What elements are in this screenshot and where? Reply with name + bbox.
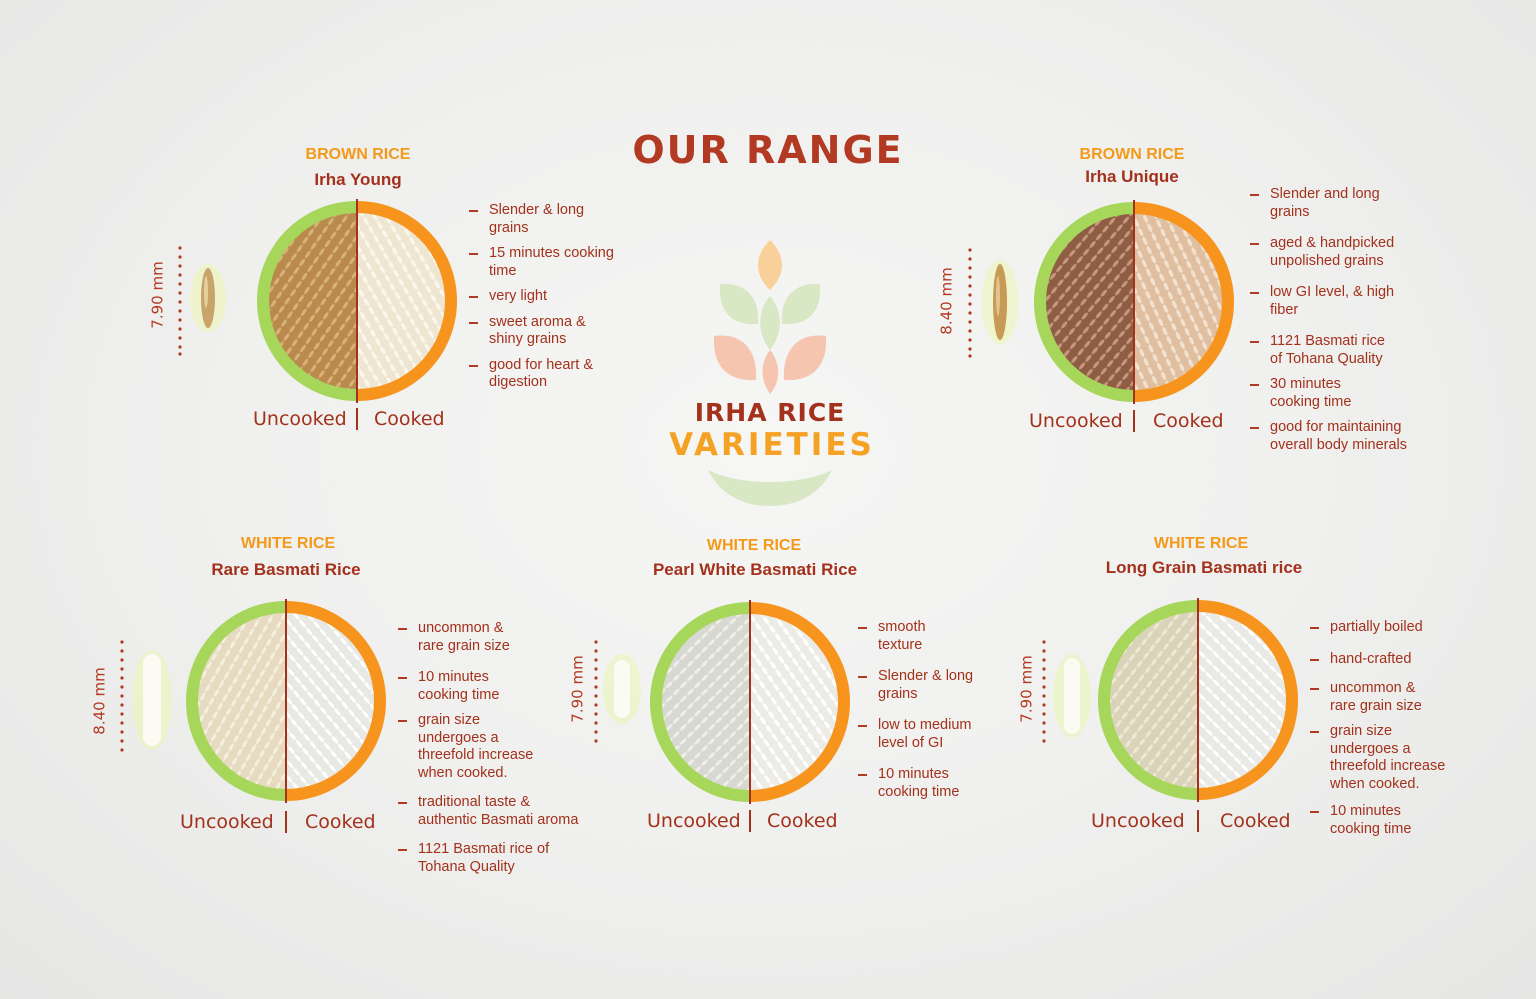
brand-line-1: IRHA RICE xyxy=(694,398,846,427)
uncooked-label: Uncooked xyxy=(180,811,274,833)
product-category: WHITE RICE xyxy=(1153,535,1249,552)
rice-grain-icon xyxy=(1053,654,1091,738)
length-dots-icon xyxy=(178,246,182,356)
cooked-label: Cooked xyxy=(374,408,445,430)
rice-comparison-dial xyxy=(1098,598,1298,802)
product-name: Irha Young xyxy=(314,170,402,189)
product-name: Irha Unique xyxy=(1085,167,1179,186)
feature-item: Slender & long grains xyxy=(858,668,978,703)
feature-item: 30 minutes cooking time xyxy=(1250,376,1390,411)
feature-list: smooth texture Slender & long grains low… xyxy=(858,619,998,809)
wheat-logo-icon xyxy=(708,240,832,506)
rice-comparison-dial xyxy=(650,600,850,804)
uncooked-label: Uncooked xyxy=(647,810,741,832)
feature-item: grain size undergoes a threefold increas… xyxy=(1310,723,1450,793)
cooked-label: Cooked xyxy=(767,810,838,832)
rice-grain-icon xyxy=(982,260,1018,344)
feature-item: 10 minutes cooking time xyxy=(858,766,988,801)
label-divider xyxy=(749,810,751,832)
cooked-label: Cooked xyxy=(1153,410,1224,432)
feature-item: low GI level, & high fiber xyxy=(1250,284,1410,319)
feature-item: 10 minutes cooking time xyxy=(1310,803,1440,838)
uncooked-label: Uncooked xyxy=(253,408,347,430)
rice-comparison-dial xyxy=(257,199,457,403)
length-dots-icon xyxy=(120,640,124,752)
product-category: BROWN RICE xyxy=(305,146,411,163)
feature-item: Slender & long grains xyxy=(469,202,619,237)
feature-item: uncommon & rare grain size xyxy=(398,620,533,655)
feature-list: Slender and long grains aged & handpicke… xyxy=(1250,186,1430,462)
cooked-label: Cooked xyxy=(1220,810,1291,832)
feature-item: low to medium level of GI xyxy=(858,717,1003,752)
label-divider xyxy=(356,408,358,430)
length-dots-icon xyxy=(1042,640,1046,743)
feature-item: smooth texture xyxy=(858,619,958,654)
brand-line-2: VARIETIES xyxy=(669,427,875,463)
uncooked-label: Uncooked xyxy=(1091,810,1185,832)
feature-item: 1121 Basmati rice of Tohana Quality xyxy=(1250,333,1395,368)
feature-item: good for heart & digestion xyxy=(469,357,619,392)
grain-length: 8.40 mm xyxy=(90,667,109,735)
cooked-label: Cooked xyxy=(305,811,376,833)
rice-grain-icon xyxy=(190,264,226,332)
uncooked-label: Uncooked xyxy=(1029,410,1123,432)
product-name: Rare Basmati Rice xyxy=(211,560,361,579)
product-category: WHITE RICE xyxy=(240,535,336,552)
label-divider xyxy=(285,811,287,833)
length-dots-icon xyxy=(594,640,598,743)
feature-item: 15 minutes cooking time xyxy=(469,245,619,280)
product-category: WHITE RICE xyxy=(706,537,802,554)
feature-item: 10 minutes cooking time xyxy=(398,669,518,704)
rice-comparison-dial xyxy=(186,599,386,803)
feature-item: traditional taste & authentic Basmati ar… xyxy=(398,794,588,829)
feature-item: hand-crafted xyxy=(1310,651,1460,669)
rice-comparison-dial xyxy=(1034,200,1234,404)
feature-list: uncommon & rare grain size 10 minutes co… xyxy=(398,620,588,884)
feature-item: aged & handpicked unpolished grains xyxy=(1250,235,1430,270)
feature-item: 1121 Basmati rice of Tohana Quality xyxy=(398,841,563,876)
feature-list: Slender & long grains 15 minutes cooking… xyxy=(469,202,619,400)
feature-item: grain size undergoes a threefold increas… xyxy=(398,712,548,782)
length-dots-icon xyxy=(968,248,972,358)
feature-item: good for maintaining overall body minera… xyxy=(1250,419,1430,454)
grain-length: 7.90 mm xyxy=(568,655,587,723)
feature-item: uncommon & rare grain size xyxy=(1310,680,1445,715)
rice-grain-icon xyxy=(603,654,641,724)
product-name: Long Grain Basmati rice xyxy=(1105,558,1303,577)
product-category: BROWN RICE xyxy=(1079,146,1185,163)
grain-length: 8.40 mm xyxy=(937,267,956,335)
feature-item: partially boiled xyxy=(1310,619,1460,637)
rice-grain-icon xyxy=(132,650,172,750)
label-divider xyxy=(1197,810,1199,832)
page-title: OUR RANGE xyxy=(632,128,904,172)
grain-length: 7.90 mm xyxy=(1017,655,1036,723)
feature-list: partially boiled hand-crafted uncommon &… xyxy=(1310,619,1460,846)
feature-item: Slender and long grains xyxy=(1250,186,1380,221)
feature-item: sweet aroma & shiny grains xyxy=(469,314,619,349)
label-divider xyxy=(1133,410,1135,432)
grain-length: 7.90 mm xyxy=(148,261,167,329)
feature-item: very light xyxy=(469,288,619,306)
product-name: Pearl White Basmati Rice xyxy=(652,560,858,579)
